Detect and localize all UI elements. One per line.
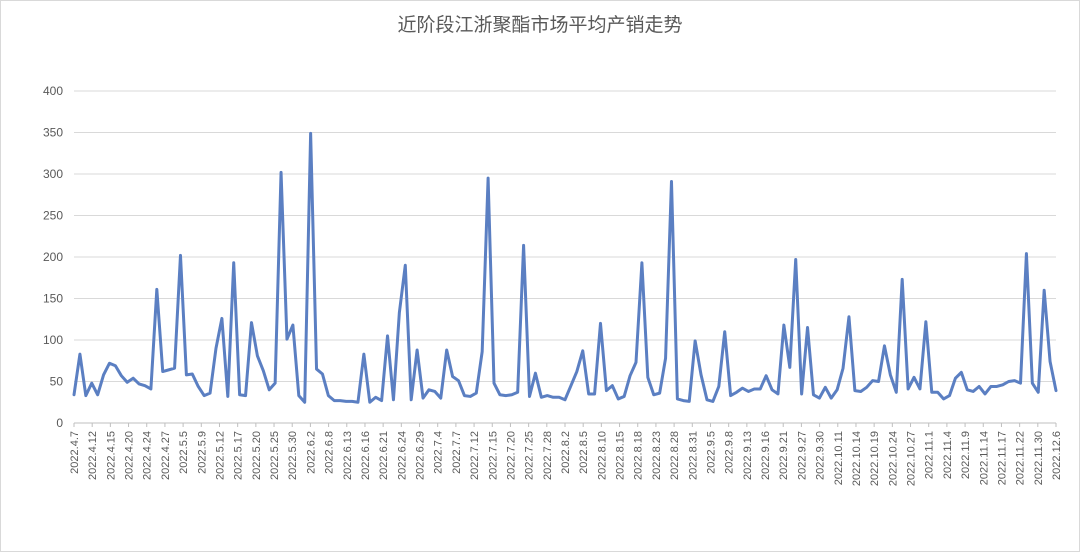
y-tick-label: 300: [43, 167, 63, 181]
x-tick-label: 2022.9.21: [778, 431, 790, 480]
x-tick-label: 2022.4.12: [87, 431, 99, 480]
y-axis-ticks: 0 50 100 150 200 250 300 350 400: [43, 84, 63, 430]
x-tick-label: 2022.6.2: [305, 431, 317, 474]
x-tick-label: 2022.4.24: [142, 431, 154, 480]
x-tick-label: 2022.8.15: [615, 431, 627, 480]
x-tick-label: 2022.9.13: [742, 431, 754, 480]
x-tick-label: 2022.7.20: [505, 431, 517, 480]
x-tick-label: 2022.8.18: [633, 431, 645, 480]
x-tick-label: 2022.8.2: [560, 431, 572, 474]
x-tick-label: 2022.11.4: [942, 431, 954, 479]
x-tick-label: 2022.4.27: [160, 431, 172, 480]
x-tick-label: 2022.5.30: [287, 431, 299, 480]
x-tick-label: 2022.9.30: [815, 431, 827, 480]
y-tick-label: 150: [43, 292, 63, 306]
x-tick-label: 2022.9.8: [724, 431, 736, 474]
x-tick-label: 2022.10.14: [851, 431, 863, 486]
x-tick-label: 2022.12.6: [1051, 431, 1063, 480]
x-tick-label: 2022.7.7: [451, 431, 463, 474]
x-tick-label: 2022.10.24: [887, 431, 899, 486]
series-line: [72, 131, 1058, 404]
x-tick-label: 2022.10.11: [833, 431, 845, 485]
x-tick-label: 2022.11.22: [1015, 431, 1027, 485]
x-tick-label: 2022.8.10: [596, 431, 608, 480]
y-tick-label: 250: [43, 209, 63, 223]
x-tick-label: 2022.11.1: [924, 431, 936, 479]
y-tick-label: 0: [56, 416, 63, 430]
x-tick-label: 2022.5.25: [269, 431, 281, 480]
x-tick-label: 2022.10.19: [869, 431, 881, 486]
x-tick-label: 2022.7.4: [433, 431, 445, 474]
y-tick-label: 200: [43, 250, 63, 264]
x-tick-label: 2022.8.5: [578, 431, 590, 474]
x-tick-label: 2022.5.5: [178, 431, 190, 474]
x-tick-label: 2022.8.23: [651, 431, 663, 480]
x-tick-label: 2022.6.24: [396, 431, 408, 480]
x-tick-label: 2022.6.13: [342, 431, 354, 480]
y-tick-label: 100: [43, 333, 63, 347]
x-tick-label: 2022.5.20: [251, 431, 263, 480]
x-tick-label: 2022.9.27: [796, 431, 808, 480]
x-tick-label: 2022.4.15: [105, 431, 117, 480]
x-axis-ticks: 2022.4.7 2022.4.12 2022.4.15 2022.4.20 2022.…: [69, 423, 1063, 486]
y-tick-label: 400: [43, 84, 63, 98]
x-tick-label: 2022.4.7: [69, 431, 81, 474]
x-tick-label: 2022.9.16: [760, 431, 772, 480]
x-tick-label: 2022.5.17: [233, 431, 245, 480]
x-tick-label: 2022.4.20: [124, 431, 136, 480]
x-tick-label: 2022.7.15: [487, 431, 499, 480]
x-tick-label: 2022.10.27: [906, 431, 918, 486]
chart-title: 近阶段江浙聚酯市场平均产销走势: [397, 14, 683, 36]
y-tick-label: 50: [50, 375, 64, 389]
x-tick-label: 2022.11.14: [978, 431, 990, 485]
x-tick-label: 2022.5.12: [214, 431, 226, 480]
x-tick-label: 2022.7.25: [524, 431, 536, 480]
x-tick-label: 2022.8.31: [687, 431, 699, 480]
x-tick-label: 2022.11.30: [1033, 431, 1045, 485]
x-tick-label: 2022.6.8: [324, 431, 336, 474]
x-tick-label: 2022.6.21: [378, 431, 390, 480]
x-tick-label: 2022.11.17: [996, 431, 1008, 485]
gridlines: [74, 90, 1056, 382]
series-average-sales-ratio: [72, 131, 1058, 404]
x-tick-label: 2022.11.9: [960, 431, 972, 479]
x-tick-label: 2022.6.16: [360, 431, 372, 480]
x-tick-label: 2022.8.28: [669, 431, 681, 480]
x-tick-label: 2022.5.9: [196, 431, 208, 474]
x-tick-label: 2022.7.28: [542, 431, 554, 480]
x-tick-label: 2022.9.5: [705, 431, 717, 474]
y-tick-label: 350: [43, 126, 63, 140]
x-tick-label: 2022.6.29: [415, 431, 427, 480]
x-tick-label: 2022.7.12: [469, 431, 481, 480]
